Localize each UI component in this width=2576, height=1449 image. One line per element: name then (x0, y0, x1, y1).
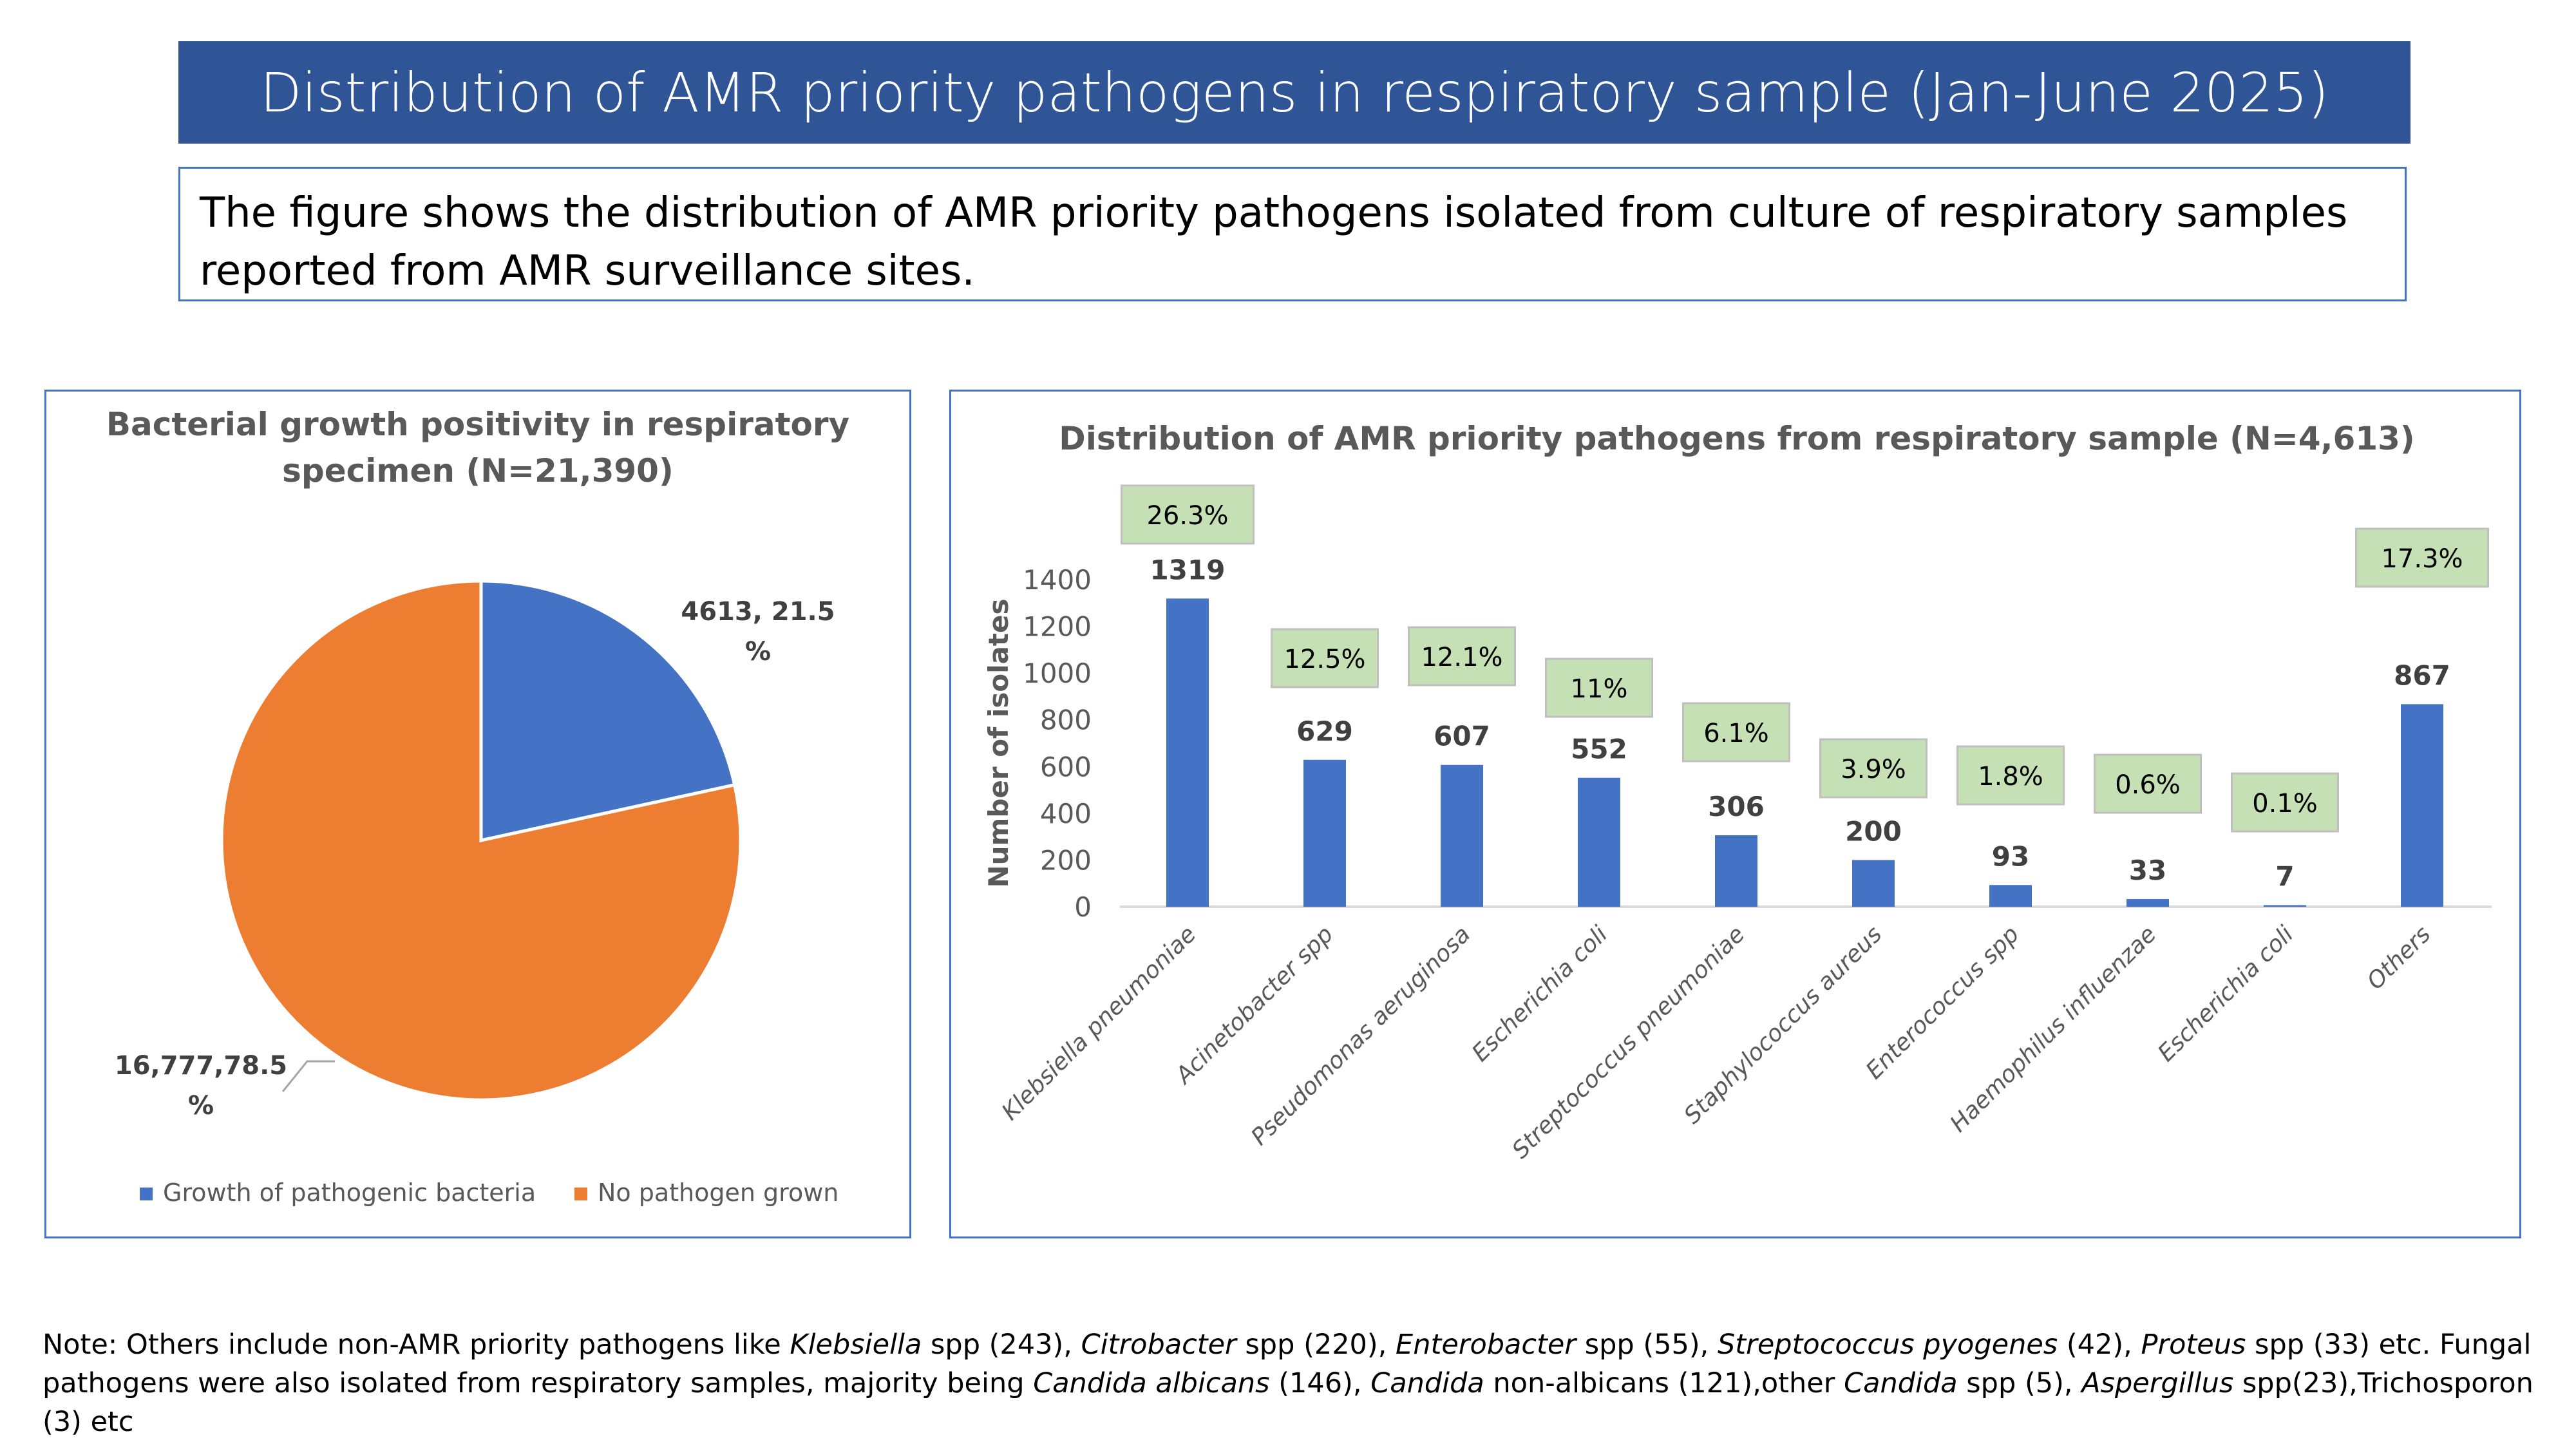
bar-value-label: 607 (1434, 721, 1490, 752)
note-text: Proteus (2141, 1329, 2246, 1361)
x-category-label: Pseudomonas aeruginosa (1246, 921, 1475, 1150)
bar-value-label: 867 (2394, 659, 2450, 691)
percent-box (1956, 745, 2065, 806)
bar (1578, 777, 1620, 907)
note-text: spp (55), (1576, 1329, 1718, 1361)
bar-chart-panel: Distribution of AMR priority pathogens f… (949, 390, 2521, 1238)
pie-slice-0 (479, 579, 737, 843)
bar-value-label: 7 (2275, 860, 2294, 892)
bar (2401, 704, 2443, 907)
note-text: Klebsiella (790, 1329, 922, 1361)
y-tick-label: 1000 (1023, 658, 1092, 689)
bar (2264, 905, 2306, 907)
note-text: Aspergillus (2081, 1367, 2234, 1399)
note-text: Candida (1844, 1367, 1958, 1399)
percent-box (1271, 628, 1379, 688)
bar-title: Distribution of AMR priority pathogens f… (1059, 420, 2415, 457)
pie-data-label: 16,777,78.5 (115, 1051, 287, 1081)
percent-label: 12.1% (1421, 643, 1502, 672)
page-title: Distribution of AMR priority pathogens i… (178, 41, 2410, 144)
footnote: Note: Others include non-AMR priority pa… (43, 1325, 2554, 1441)
pie-chart-panel: Bacterial growth positivity in respirato… (44, 390, 911, 1238)
legend-swatch (574, 1188, 587, 1200)
note-text: (42), (2058, 1329, 2141, 1361)
bar (1166, 598, 1209, 907)
x-category-label: Streptococcus pneumoniae (1507, 921, 1750, 1164)
x-category-label: Others (2362, 921, 2436, 995)
pie-data-label: 4613, 21.5 (681, 597, 835, 627)
note-text: spp (243), (922, 1329, 1081, 1361)
bar (1441, 764, 1483, 907)
percent-label: 3.9% (1841, 755, 1906, 784)
note-text: Candida albicans (1033, 1367, 1270, 1399)
pie-data-label: % (745, 637, 771, 667)
percent-box (1682, 702, 1790, 762)
legend-label: No pathogen grown (598, 1179, 838, 1207)
bar-value-label: 306 (1708, 791, 1765, 822)
percent-label: 11% (1571, 674, 1628, 704)
bar-value-label: 1319 (1150, 554, 1226, 585)
x-category-label: Escherichia coli (2153, 921, 2298, 1066)
note-text: spp (5), (1957, 1367, 2082, 1399)
note-text: (146), (1269, 1367, 1371, 1399)
bar-chart: Distribution of AMR priority pathogens f… (983, 420, 2492, 1164)
percent-box (1408, 626, 1516, 687)
bar (1852, 860, 1895, 907)
note-text: non-albicans (121),other (1484, 1367, 1844, 1399)
pie-slice-1 (220, 579, 743, 1102)
percent-box (1121, 484, 1255, 545)
bar (1989, 885, 2032, 907)
note-text: spp (33) etc. Fungal pathogens were also… (43, 1329, 2532, 1399)
note-text: spp (220), (1236, 1329, 1396, 1361)
pie-title: Bacterial growth positivity in respirato… (106, 406, 849, 443)
percent-box (1819, 738, 1927, 799)
note-text: Streptococcus pyogenes (1717, 1329, 2058, 1361)
percent-label: 6.1% (1703, 719, 1769, 748)
bar-value-label: 200 (1845, 815, 1902, 847)
bar-value-label: 33 (2129, 855, 2166, 886)
bar (1303, 759, 1346, 907)
legend-label: Growth of pathogenic bacteria (163, 1179, 536, 1207)
y-tick-label: 1400 (1023, 564, 1092, 596)
percent-label: 0.6% (2115, 770, 2181, 800)
note-text: Enterobacter (1396, 1329, 1577, 1361)
description-box: The figure shows the distribution of AMR… (178, 167, 2407, 301)
pie-title: specimen (N=21,390) (282, 452, 674, 489)
bar-value-label: 552 (1571, 734, 1627, 765)
bar-value-label: 629 (1296, 715, 1353, 747)
y-tick-label: 400 (1040, 798, 1092, 829)
y-tick-label: 200 (1040, 844, 1092, 876)
percent-box (1545, 658, 1653, 718)
note-text: Note: Others include non-AMR priority pa… (43, 1329, 790, 1361)
x-category-label: Enterococcus spp (1861, 921, 2025, 1084)
y-axis-label: Number of isolates (983, 599, 1014, 888)
note-text: Citrobacter (1081, 1329, 1236, 1361)
y-tick-label: 1200 (1023, 611, 1092, 643)
bar-value-label: 93 (1992, 840, 2029, 872)
y-tick-label: 0 (1074, 891, 1092, 923)
y-tick-label: 800 (1040, 705, 1092, 736)
note-text: Candida (1370, 1367, 1484, 1399)
percent-label: 17.3% (2381, 544, 2463, 574)
percent-label: 26.3% (1146, 501, 1228, 531)
percent-label: 0.1% (2252, 789, 2318, 819)
percent-label: 1.8% (1978, 762, 2043, 791)
bar (1715, 835, 1757, 907)
percent-label: 12.5% (1283, 645, 1365, 674)
x-category-label: Klebsiella pneumoniae (997, 921, 1201, 1125)
leader-line (281, 1060, 335, 1092)
percent-box (2355, 527, 2489, 588)
bar (2126, 899, 2169, 907)
pie-chart: Bacterial growth positivity in respirato… (106, 406, 849, 1207)
y-tick-label: 600 (1040, 751, 1092, 782)
percent-box (2231, 772, 2339, 833)
legend-swatch (140, 1188, 153, 1200)
pie-data-label: % (188, 1091, 214, 1121)
percent-box (2094, 753, 2202, 814)
x-category-label: Escherichia coli (1467, 921, 1613, 1066)
note-text: spp(23),Trichosporon (3) etc (43, 1367, 2533, 1438)
